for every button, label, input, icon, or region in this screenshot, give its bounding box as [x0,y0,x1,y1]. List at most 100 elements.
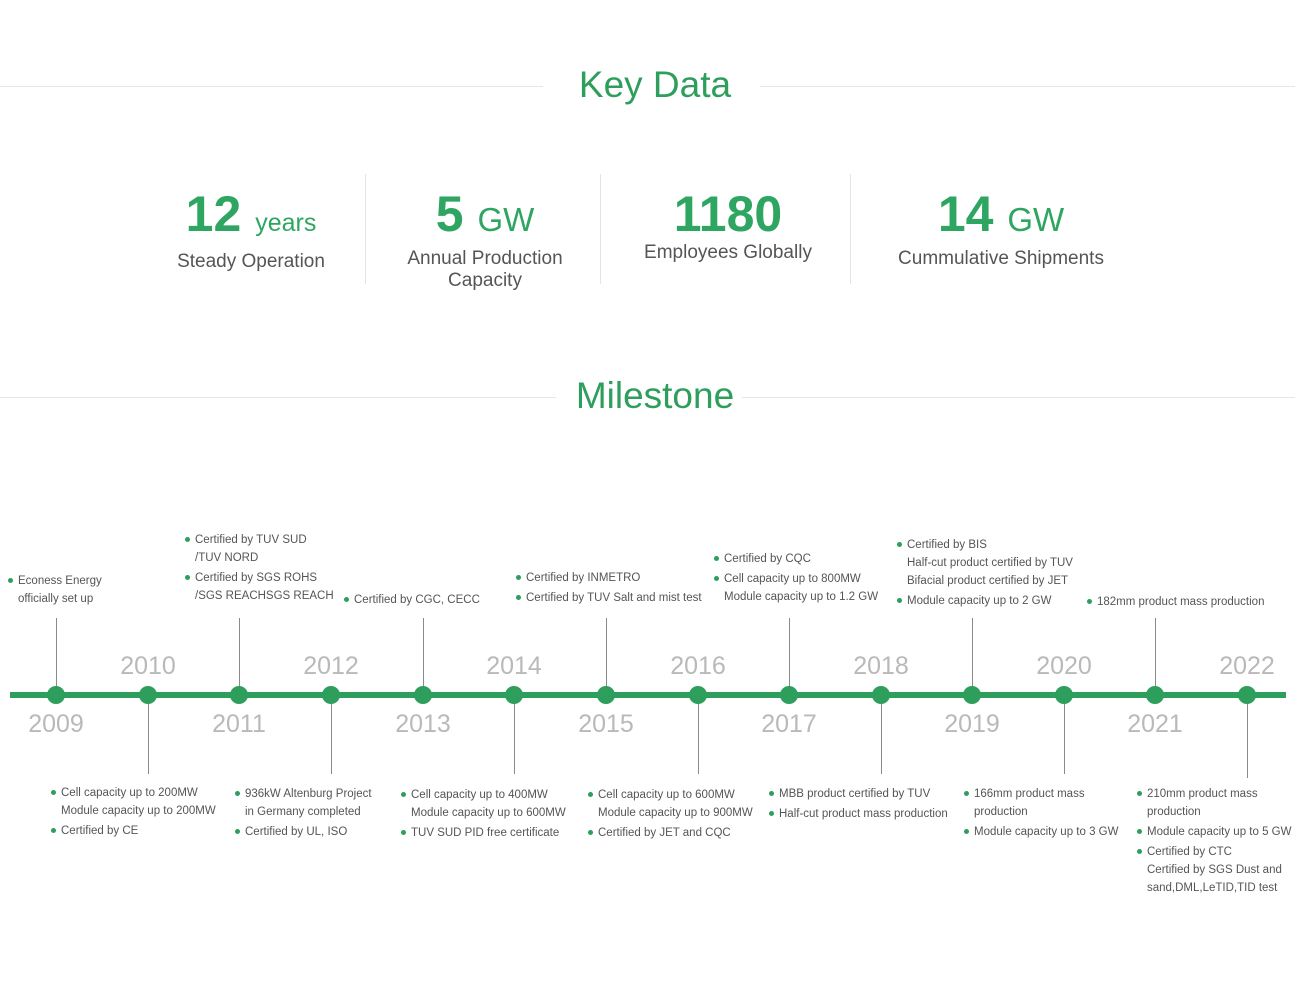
milestone-note-line: Certified by SGS ROHS [185,569,334,587]
milestone-note-line: Certified by CE [51,822,216,840]
milestone-rule-right [742,397,1295,398]
year-label-2011: 2011 [212,710,266,738]
stat-employees: 1180 Employees Globally [608,186,848,264]
connector-2016 [698,698,699,774]
milestone-note-2019: Certified by BIS Half-cut product certifi… [897,536,1073,610]
year-label-2016: 2016 [670,652,726,680]
year-label-2010: 2010 [120,652,176,680]
connector-2013 [423,618,424,692]
milestone-dot-2014[interactable] [505,686,523,704]
milestone-note-line: Certified by CTC [1137,843,1291,861]
milestone-note-line: 936kW Altenburg Project [235,785,372,803]
milestone-note-2022: 210mm product mass production Module capac… [1137,785,1291,897]
milestone-title: Milestone [575,375,735,416]
stat-value: 12 [185,186,242,242]
milestone-note-line: Half-cut product mass production [769,805,948,823]
milestone-note-line: sand,DML,LeTID,TID test [1147,882,1278,894]
milestone-note-line: Module capacity up to 3 GW [964,823,1118,841]
year-label-2014: 2014 [486,652,542,680]
year-label-2021: 2021 [1127,710,1183,738]
milestone-note-line: Cell capacity up to 400MW [401,786,566,804]
milestone-dot-2019[interactable] [963,686,981,704]
stat-value: 14 [937,186,994,242]
milestone-note-line: officially set up [18,593,94,605]
milestone-dot-2021[interactable] [1146,686,1164,704]
milestone-note-line: production [1147,806,1201,818]
stat-divider [365,174,366,284]
milestone-note-line: TUV SUD PID free certificate [401,824,566,842]
milestone-dot-2020[interactable] [1055,686,1073,704]
milestone-note-line: Certified by JET and CQC [588,824,753,842]
stat-label: Employees Globally [644,242,812,263]
milestone-note-line: Module capacity up to 1.2 GW [724,591,879,603]
year-label-2009: 2009 [28,710,84,738]
milestone-dot-2011[interactable] [230,686,248,704]
connector-2022 [1247,698,1248,778]
connector-2017 [789,618,790,692]
milestone-note-2011: Certified by TUV SUD/TUV NORD Certified b… [185,531,334,605]
milestone-dot-2009[interactable] [47,686,65,704]
milestone-note-line: Cell capacity up to 600MW [588,786,753,804]
milestone-rule-left [0,397,556,398]
stat-unit: GW [477,201,535,238]
connector-2011 [239,618,240,692]
key-data-rule-right [760,86,1295,87]
connector-2018 [881,698,882,774]
year-label-2013: 2013 [395,710,451,738]
year-label-2015: 2015 [578,710,634,738]
milestone-note-line: Certified by UL, ISO [235,823,372,841]
milestone-note-line: Certified by BIS [897,536,1073,554]
milestone-dot-2022[interactable] [1238,686,1256,704]
connector-2015 [606,618,607,692]
milestone-note-line: Certified by CQC [714,550,878,568]
milestone-note-line: Module capacity up to 900MW [598,807,753,819]
milestone-note-line: MBB product certified by TUV [769,785,948,803]
milestone-note-2015: Certified by INMETRO Certified by TUV Sal… [516,569,702,607]
milestone-note-line: /TUV NORD [195,552,259,564]
stat-label: Steady Operation [177,251,325,272]
milestone-note-line: Econess Energy [8,572,102,590]
milestone-dot-2016[interactable] [689,686,707,704]
milestone-note-2009: Econess Energy officially set up [8,572,102,608]
stat-value: 5 [435,186,464,242]
milestone-note-line: Cell capacity up to 200MW [51,784,216,802]
milestone-note-2016: Cell capacity up to 600MW Module capacity… [588,786,753,842]
connector-2020 [1064,698,1065,774]
milestone-note-2021: 182mm product mass production [1087,593,1264,611]
key-data-title: Key Data [578,64,732,105]
stat-divider [600,174,601,284]
stat-shipments: 14 GW Cummulative Shipments [871,186,1131,270]
milestone-dot-2013[interactable] [414,686,432,704]
connector-2014 [514,698,515,774]
stat-value: 1180 [673,186,783,242]
year-label-2018: 2018 [853,652,909,680]
milestone-note-line: production [974,806,1028,818]
connector-2012 [331,698,332,774]
milestone-note-2013: Certified by CGC, CECC [344,591,480,609]
year-label-2020: 2020 [1036,652,1092,680]
milestone-note-line: Certified by CGC, CECC [344,591,480,609]
milestone-dot-2017[interactable] [780,686,798,704]
milestone-dot-2010[interactable] [139,686,157,704]
milestone-note-line: Cell capacity up to 800MW [714,570,878,588]
milestone-note-2017: Certified by CQC Cell capacity up to 800M… [714,550,878,606]
milestone-note-line: /SGS REACHSGS REACH [195,590,334,602]
milestone-dot-2012[interactable] [322,686,340,704]
milestone-note-line: Module capacity up to 200MW [61,805,216,817]
milestone-note-line: 210mm product mass [1137,785,1291,803]
milestone-dot-2015[interactable] [597,686,615,704]
milestone-note-2018: MBB product certified by TUV Half-cut pro… [769,785,948,823]
stat-label: Cummulative Shipments [898,248,1104,269]
milestone-note-line: 182mm product mass production [1087,593,1264,611]
stat-unit: years [255,209,317,237]
milestone-note-line: Certified by SGS Dust and [1147,864,1282,876]
milestone-note-line: Half-cut product certified by TUV [907,557,1073,569]
key-data-rule-left [0,86,543,87]
milestone-note-line: Module capacity up to 5 GW [1137,823,1291,841]
milestone-note-2014: Cell capacity up to 400MW Module capacity… [401,786,566,842]
milestone-note-2012: 936kW Altenburg Project in Germany comple… [235,785,372,841]
stat-unit: GW [1007,201,1065,238]
milestone-note-line: 166mm product mass [964,785,1118,803]
milestone-dot-2018[interactable] [872,686,890,704]
milestone-note-2020: 166mm product mass production Module capac… [964,785,1118,841]
